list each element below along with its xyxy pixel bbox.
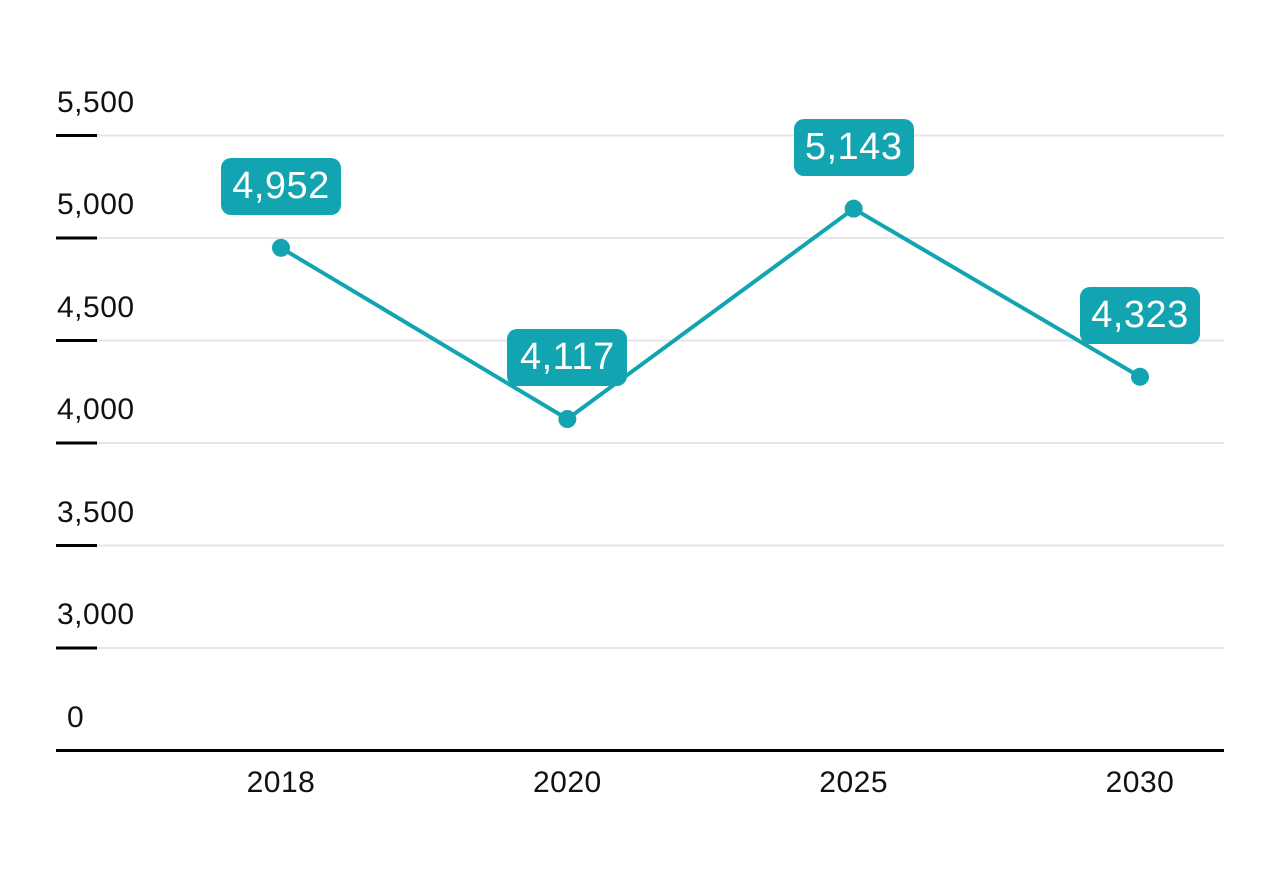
y-axis-tick-label: 3,000 [57, 598, 135, 631]
data-point-dot [844, 199, 863, 218]
x-axis-tick-label: 2018 [246, 766, 316, 799]
data-point-dot [272, 238, 290, 257]
data-point-dot [1130, 367, 1149, 386]
data-point-label-badge: 4,952 [221, 157, 341, 215]
y-axis-tick-label: 4,000 [57, 393, 135, 426]
y-axis-tick-label: 5,500 [57, 85, 135, 119]
x-axis-tick-label: 2030 [1105, 766, 1175, 799]
data-point-label-badge: 4,117 [507, 329, 628, 386]
y-axis-tick-label: 0 [67, 700, 85, 734]
y-axis-tick-label: 4,500 [57, 290, 135, 324]
data-point-label-badge: 4,323 [1079, 286, 1200, 344]
data-point-dot [558, 410, 577, 429]
series-line [279, 206, 1142, 422]
data-point-label-badge: 5,143 [793, 118, 914, 176]
x-axis-tick-label: 2020 [532, 766, 602, 799]
y-axis-tick-label: 5,000 [57, 188, 135, 221]
x-axis-tick-label: 2025 [819, 766, 889, 799]
y-axis-tick-label: 3,500 [57, 495, 135, 529]
